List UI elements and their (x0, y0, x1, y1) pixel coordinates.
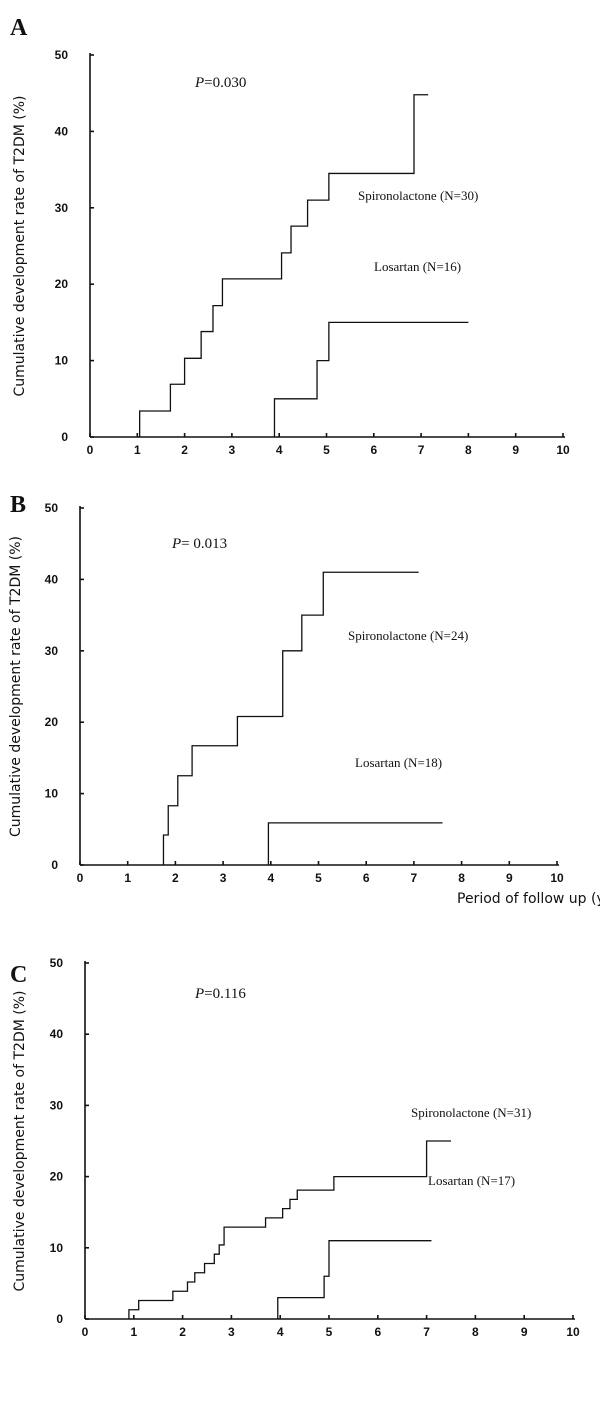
y-tick-label: 20 (55, 277, 69, 291)
panel-letter: B (10, 492, 26, 518)
x-tick-label: 8 (465, 443, 472, 457)
x-tick-label: 3 (228, 1325, 235, 1339)
y-tick-label: 20 (50, 1170, 64, 1184)
x-tick-label: 1 (124, 871, 131, 885)
x-tick-label: 10 (556, 443, 570, 457)
y-tick-label: 40 (55, 124, 69, 138)
p-value: P=0.116 (194, 986, 246, 1002)
x-tick-label: 6 (370, 443, 377, 457)
y-tick-label: 30 (45, 644, 59, 658)
series-curve-spironolactone (162, 571, 419, 865)
x-tick-label: 2 (179, 1325, 186, 1339)
p-value-text: = 0.013 (181, 536, 227, 552)
y-tick-label: 40 (50, 1027, 64, 1041)
x-tick-label: 4 (277, 1325, 284, 1339)
y-tick-label: 0 (51, 858, 58, 872)
x-tick-label: 4 (267, 871, 274, 885)
x-tick-label: 5 (315, 871, 322, 885)
y-tick-label: 10 (45, 787, 59, 801)
x-tick-label: 0 (77, 871, 84, 885)
x-tick-label: 5 (323, 443, 330, 457)
panel-C: C 0 1 2 3 4 5 6 7 8 9 10 0 10 20 30 40 50 Cumulative devel… (10, 956, 580, 1339)
x-tick-label: 2 (172, 871, 179, 885)
x-tick-label: 5 (326, 1325, 333, 1339)
p-value-text: =0.116 (204, 986, 246, 1002)
y-axis-label: Cumulative development rate of T2DM (%) (12, 991, 28, 1292)
x-tick-label: 7 (418, 443, 425, 457)
x-tick-label: 10 (550, 871, 564, 885)
x-tick-label: 6 (363, 871, 370, 885)
series-curve-spironolactone (139, 94, 429, 437)
series-curve-spironolactone (128, 1140, 451, 1319)
x-tick-label: 0 (82, 1325, 89, 1339)
series-label-spironolactone: Spironolactone (N=24) (348, 628, 468, 643)
p-value-symbol: P (171, 536, 181, 552)
x-tick-label: 7 (423, 1325, 430, 1339)
series-label-spironolactone: Spironolactone (N=30) (358, 188, 478, 203)
x-tick-label: 3 (220, 871, 227, 885)
x-tick-label: 1 (134, 443, 141, 457)
p-value-symbol: P (194, 75, 204, 91)
y-tick-label: 30 (50, 1098, 64, 1112)
panel-B: B 0 1 2 3 4 5 6 7 8 9 10 0 10 20 30 40 50 Cumulative devel… (8, 492, 600, 907)
x-tick-label: 8 (472, 1325, 479, 1339)
panel-letter: C (10, 962, 27, 988)
y-tick-label: 50 (45, 501, 59, 515)
p-value-text: =0.030 (204, 75, 246, 91)
x-tick-label: 7 (411, 871, 418, 885)
x-tick-label: 2 (181, 443, 188, 457)
series-label-losartan: Losartan (N=18) (355, 755, 442, 770)
x-tick-label: 3 (229, 443, 236, 457)
series-curve-losartan (273, 321, 469, 437)
y-tick-label: 10 (55, 354, 69, 368)
series-label-losartan: Losartan (N=17) (428, 1173, 515, 1188)
y-tick-label: 20 (45, 715, 59, 729)
x-tick-label: 9 (512, 443, 519, 457)
x-tick-label: 10 (566, 1325, 580, 1339)
y-tick-label: 40 (45, 572, 59, 586)
x-tick-label: 6 (374, 1325, 381, 1339)
x-tick-label: 0 (87, 443, 94, 457)
y-axis-label: Cumulative development rate of T2DM (%) (12, 96, 28, 397)
y-tick-label: 50 (55, 48, 69, 62)
x-tick-label: 1 (130, 1325, 137, 1339)
x-tick-label: 9 (521, 1325, 528, 1339)
x-tick-label: 9 (506, 871, 513, 885)
series-label-losartan: Losartan (N=16) (374, 259, 461, 274)
y-tick-label: 50 (50, 956, 64, 970)
y-tick-label: 30 (55, 201, 69, 215)
y-tick-label: 10 (50, 1241, 64, 1255)
x-tick-label: 4 (276, 443, 283, 457)
series-label-spironolactone: Spironolactone (N=31) (411, 1105, 531, 1120)
x-axis-label: Period of follow up (year) (457, 891, 600, 907)
p-value: P= 0.013 (171, 536, 227, 552)
y-tick-label: 0 (61, 430, 68, 444)
y-axis-label: Cumulative development rate of T2DM (%) (8, 536, 24, 837)
panel-letter: A (10, 15, 28, 41)
series-curve-losartan (267, 822, 443, 865)
p-value-symbol: P (194, 986, 204, 1002)
y-tick-label: 0 (56, 1312, 63, 1326)
x-tick-label: 8 (458, 871, 465, 885)
p-value: P=0.030 (194, 75, 246, 91)
panel-A: A 0 1 2 3 4 5 6 7 8 9 10 0 10 20 30 40 50 Cumulative devel… (10, 15, 570, 457)
series-curve-losartan (277, 1240, 432, 1319)
